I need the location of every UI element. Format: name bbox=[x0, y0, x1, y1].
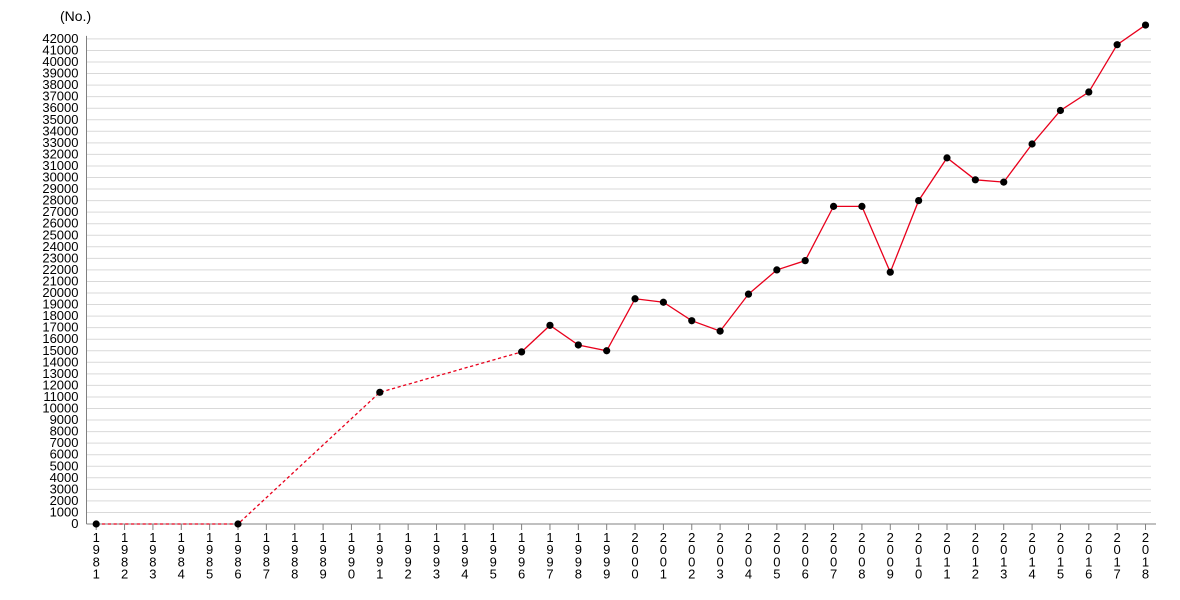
svg-text:7: 7 bbox=[830, 567, 837, 582]
svg-text:2: 2 bbox=[121, 567, 128, 582]
svg-text:(No.): (No.) bbox=[60, 8, 91, 24]
svg-text:0: 0 bbox=[631, 567, 638, 582]
svg-text:8: 8 bbox=[858, 567, 865, 582]
svg-text:4: 4 bbox=[1028, 567, 1035, 582]
svg-text:1: 1 bbox=[943, 567, 950, 582]
svg-text:8: 8 bbox=[1142, 567, 1149, 582]
svg-text:5: 5 bbox=[490, 567, 497, 582]
svg-text:4: 4 bbox=[178, 567, 185, 582]
svg-text:6: 6 bbox=[234, 567, 241, 582]
svg-text:2: 2 bbox=[405, 567, 412, 582]
svg-text:9: 9 bbox=[603, 567, 610, 582]
svg-text:3: 3 bbox=[717, 567, 724, 582]
svg-text:0: 0 bbox=[915, 567, 922, 582]
svg-text:0: 0 bbox=[348, 567, 355, 582]
svg-text:5: 5 bbox=[1057, 567, 1064, 582]
svg-text:2: 2 bbox=[688, 567, 695, 582]
svg-text:1: 1 bbox=[376, 567, 383, 582]
svg-text:42000: 42000 bbox=[42, 31, 78, 46]
svg-text:9: 9 bbox=[319, 567, 326, 582]
svg-text:7: 7 bbox=[1114, 567, 1121, 582]
svg-text:8: 8 bbox=[575, 567, 582, 582]
svg-text:1: 1 bbox=[660, 567, 667, 582]
svg-text:8: 8 bbox=[291, 567, 298, 582]
svg-text:5: 5 bbox=[206, 567, 213, 582]
svg-text:4: 4 bbox=[745, 567, 752, 582]
svg-text:6: 6 bbox=[1085, 567, 1092, 582]
svg-text:3: 3 bbox=[433, 567, 440, 582]
svg-text:1: 1 bbox=[93, 567, 100, 582]
svg-text:6: 6 bbox=[518, 567, 525, 582]
svg-text:7: 7 bbox=[263, 567, 270, 582]
svg-text:6: 6 bbox=[802, 567, 809, 582]
svg-text:2: 2 bbox=[972, 567, 979, 582]
svg-text:7: 7 bbox=[546, 567, 553, 582]
svg-text:3: 3 bbox=[149, 567, 156, 582]
svg-text:5: 5 bbox=[773, 567, 780, 582]
svg-text:3: 3 bbox=[1000, 567, 1007, 582]
svg-text:9: 9 bbox=[887, 567, 894, 582]
svg-text:4: 4 bbox=[461, 567, 468, 582]
